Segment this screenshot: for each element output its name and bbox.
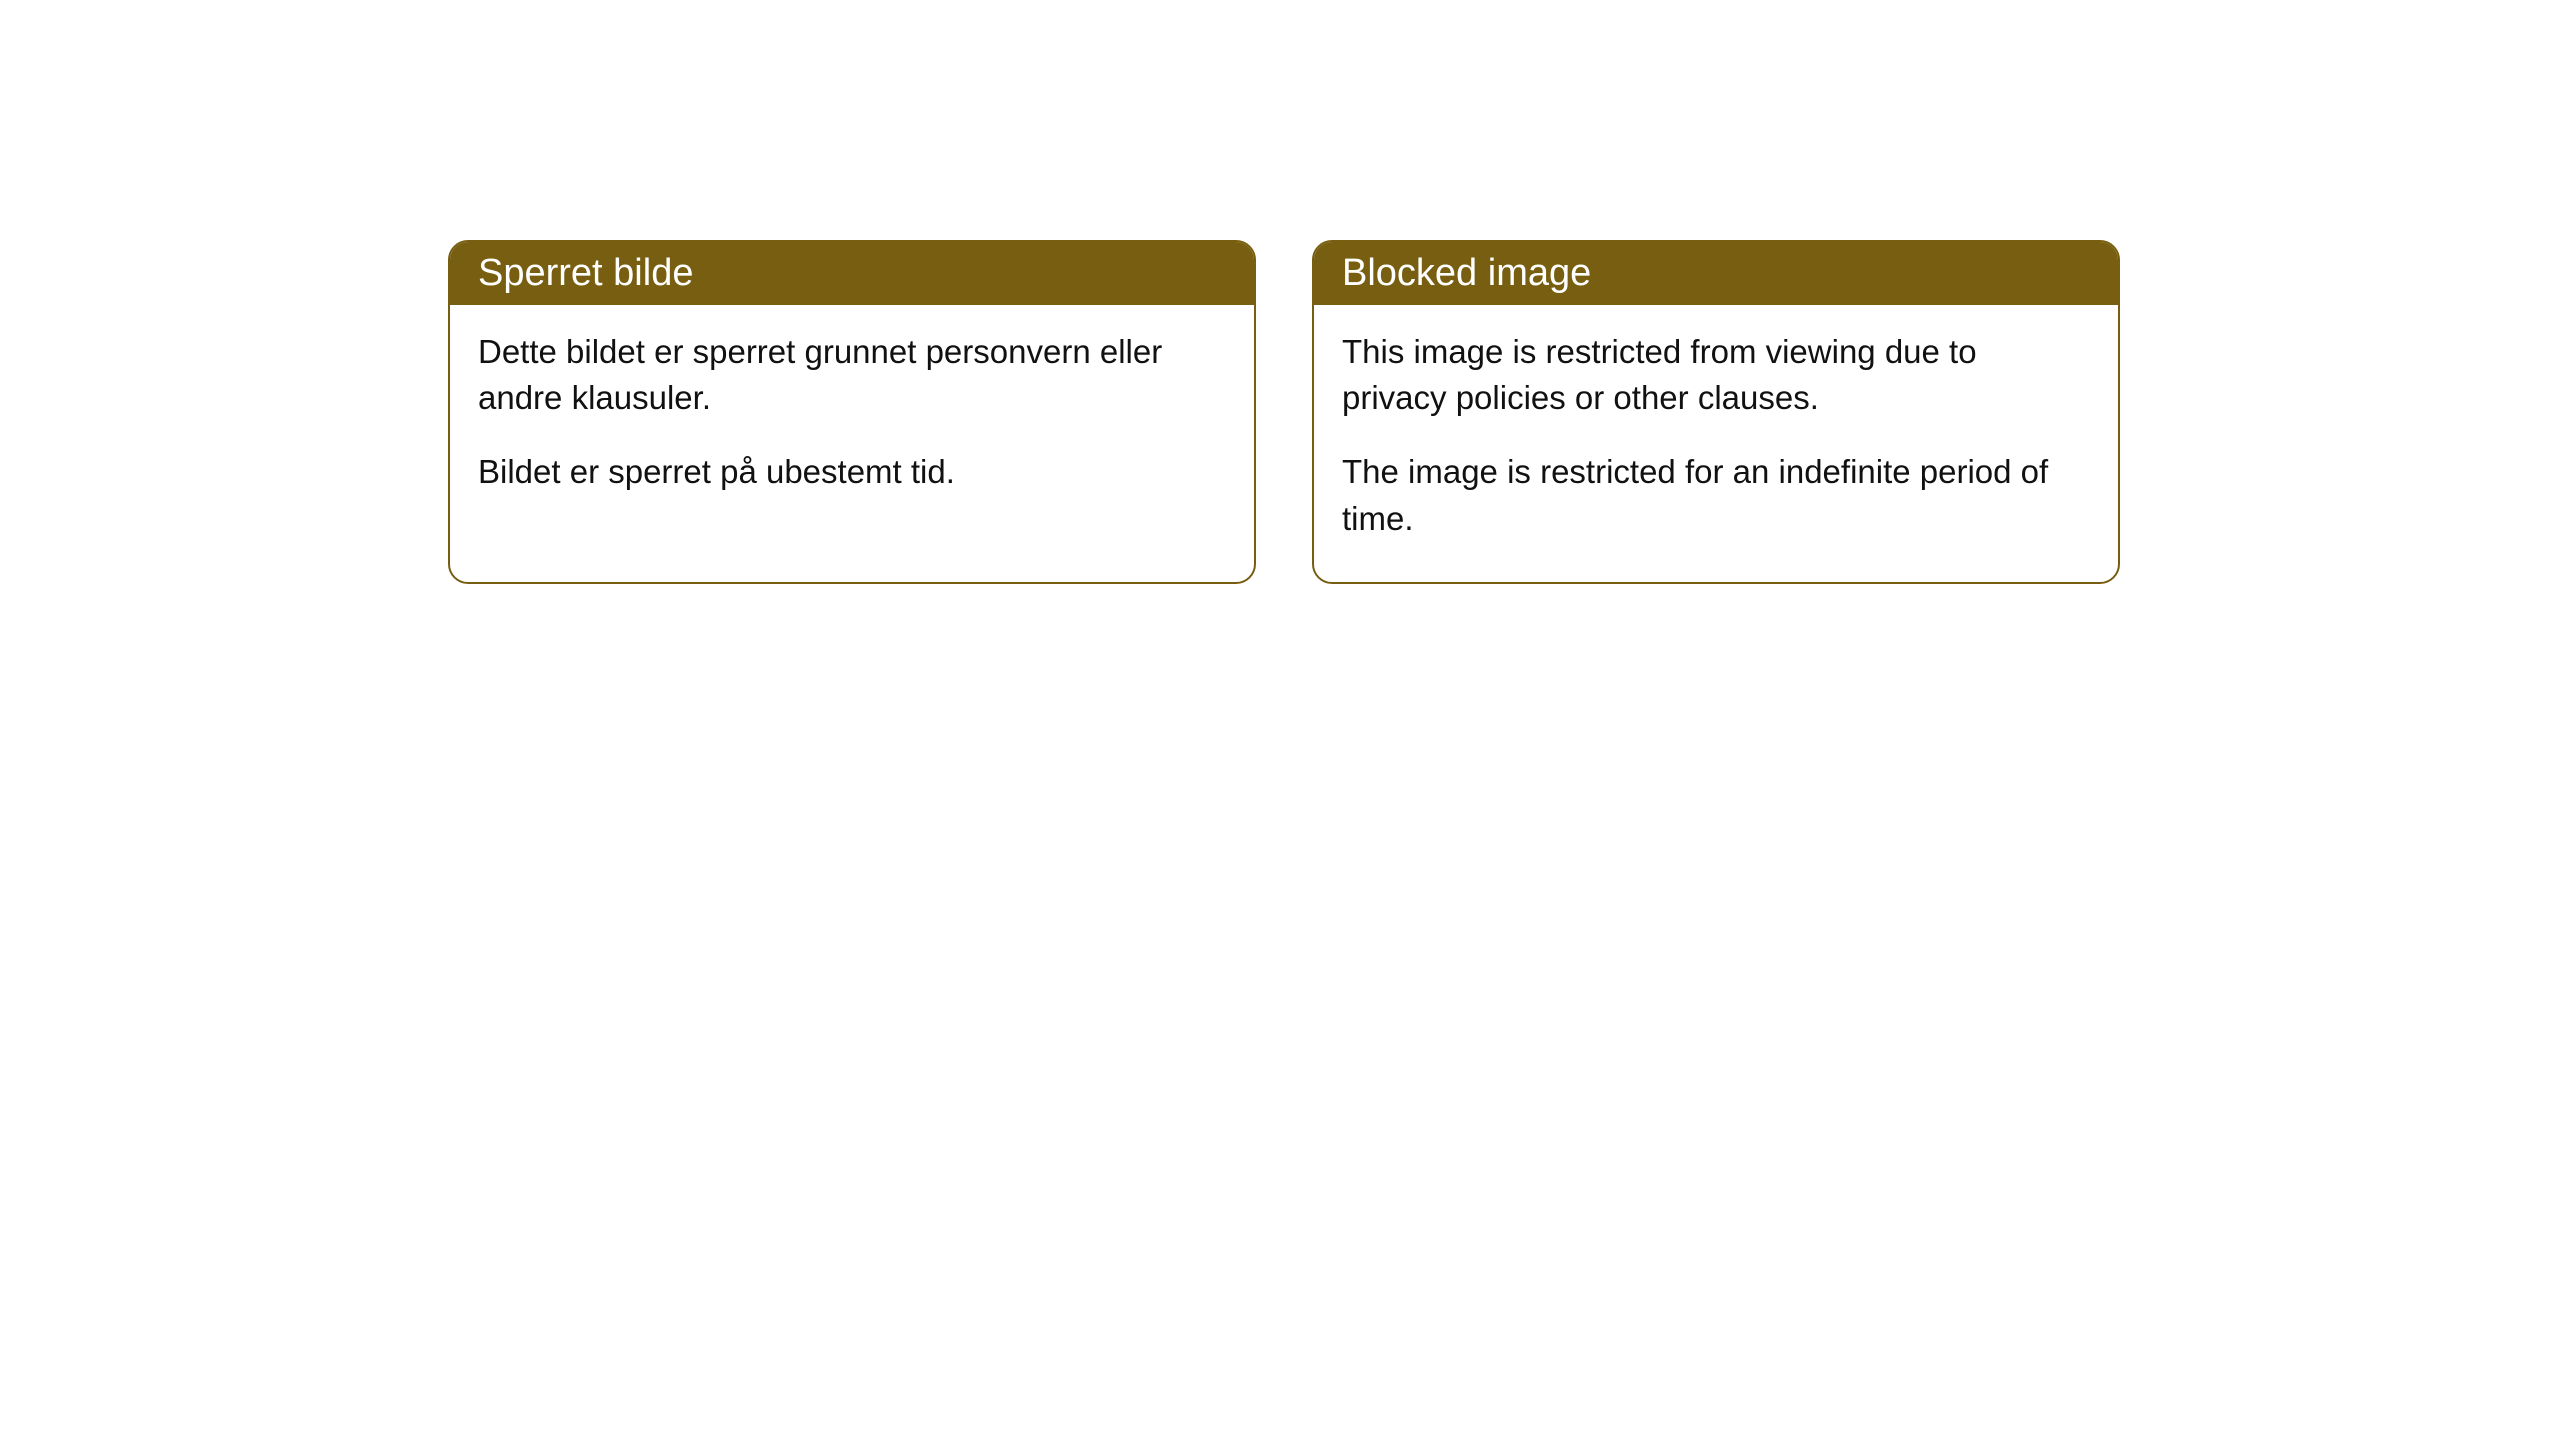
notice-cards-container: Sperret bilde Dette bildet er sperret gr… xyxy=(448,240,2120,584)
card-paragraph: This image is restricted from viewing du… xyxy=(1342,329,2090,421)
card-paragraph: Dette bildet er sperret grunnet personve… xyxy=(478,329,1226,421)
card-paragraph: Bildet er sperret på ubestemt tid. xyxy=(478,449,1226,495)
card-title: Blocked image xyxy=(1342,252,1591,294)
card-paragraph: The image is restricted for an indefinit… xyxy=(1342,449,2090,541)
card-title: Sperret bilde xyxy=(478,252,693,294)
notice-card-english: Blocked image This image is restricted f… xyxy=(1312,240,2120,584)
card-header-english: Blocked image xyxy=(1314,242,2118,305)
notice-card-norwegian: Sperret bilde Dette bildet er sperret gr… xyxy=(448,240,1256,584)
card-body-english: This image is restricted from viewing du… xyxy=(1314,305,2118,582)
card-header-norwegian: Sperret bilde xyxy=(450,242,1254,305)
card-body-norwegian: Dette bildet er sperret grunnet personve… xyxy=(450,305,1254,536)
